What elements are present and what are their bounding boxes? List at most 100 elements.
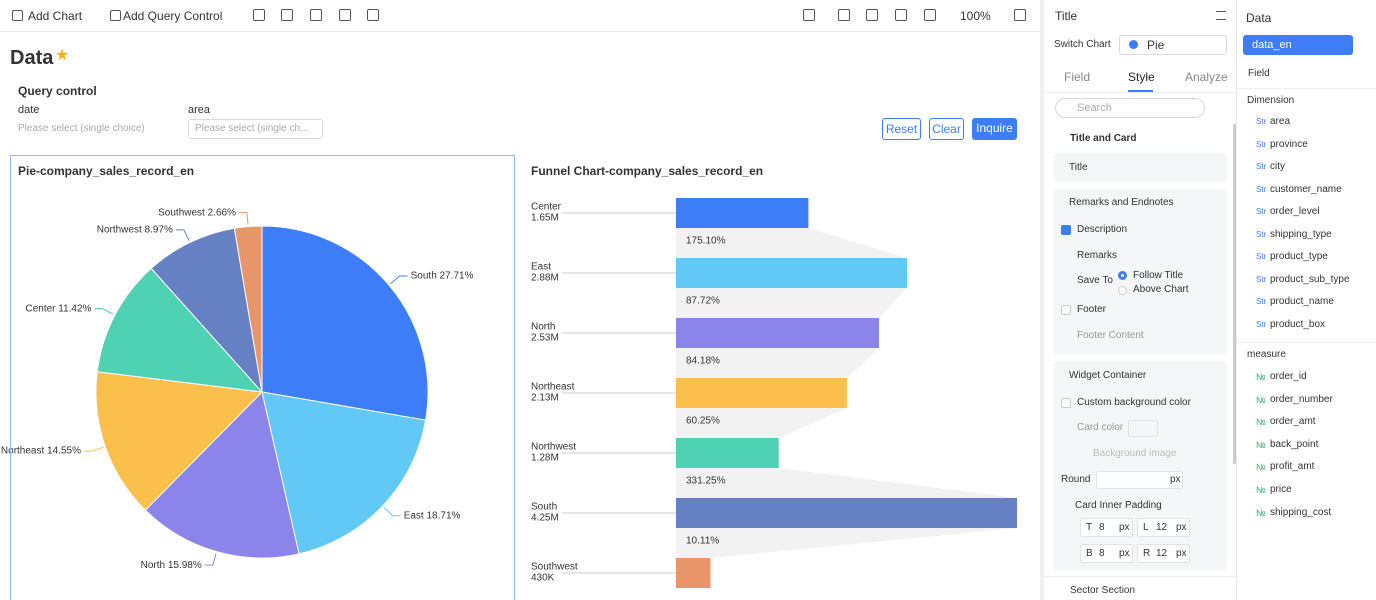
dimension-field[interactable]: product_box: [1270, 318, 1326, 330]
unit-label: px: [1170, 474, 1181, 485]
group-header[interactable]: Remarks and Endnotes: [1069, 197, 1174, 208]
toolbar-icon[interactable]: [339, 9, 351, 21]
funnel-connector: [676, 408, 847, 438]
round-input[interactable]: [1096, 471, 1183, 489]
measure-field[interactable]: price: [1270, 484, 1292, 495]
chart-type-select[interactable]: [1119, 35, 1227, 55]
checkbox[interactable]: [1061, 305, 1071, 315]
section-header[interactable]: Title and Card: [1070, 133, 1137, 144]
dimension-field[interactable]: area: [1270, 116, 1291, 127]
toolbar-icon[interactable]: [838, 9, 850, 21]
funnel-connector: [676, 348, 879, 378]
option-label: Remarks: [1077, 250, 1118, 261]
funnel-connector: [676, 288, 908, 318]
chart-title: Pie-company_sales_record_en: [18, 164, 195, 178]
label-leader: [238, 212, 249, 225]
panel-title: Title: [1055, 9, 1078, 23]
padding-input[interactable]: [1080, 544, 1133, 563]
option-label: Save To: [1077, 275, 1113, 286]
measure-field[interactable]: back_point: [1270, 438, 1319, 450]
group-header[interactable]: Title: [1069, 162, 1088, 173]
type-tag: №: [1256, 485, 1266, 495]
query-button[interactable]: Inquire: [972, 118, 1017, 140]
padding-input[interactable]: [1137, 544, 1190, 563]
dimension-field[interactable]: product_type: [1270, 251, 1328, 262]
funnel-value: 4.25M: [531, 513, 559, 524]
dimension-field[interactable]: order_level: [1270, 206, 1320, 217]
padding-value: 12: [1156, 522, 1168, 533]
measure-field[interactable]: shipping_cost: [1270, 506, 1332, 518]
dimension-field[interactable]: city: [1270, 161, 1285, 172]
funnel-value: 1.65M: [531, 213, 559, 224]
toolbar-icon[interactable]: [895, 9, 907, 21]
dataset-select[interactable]: [1243, 35, 1353, 55]
panel-tab[interactable]: Analyze: [1185, 70, 1228, 84]
group-box: [1054, 361, 1227, 570]
padding-side: R: [1143, 548, 1151, 559]
section-header[interactable]: Sector Section: [1070, 585, 1136, 596]
radio[interactable]: [1118, 286, 1127, 295]
funnel-bar: [676, 318, 879, 348]
label-leader: [175, 229, 190, 241]
toolbar-icon[interactable]: [803, 9, 815, 21]
funnel-connector: [676, 468, 1017, 498]
add-chart-button[interactable]: Add Chart: [28, 9, 83, 23]
query-field-label: area: [188, 104, 211, 116]
measure-field[interactable]: order_amt: [1270, 416, 1316, 428]
query-placeholder: Please select (single choice): [18, 123, 145, 134]
field-label: Field: [1248, 68, 1270, 79]
dimension-field[interactable]: product_name: [1270, 296, 1334, 307]
measure-field[interactable]: order_id: [1270, 371, 1307, 382]
funnel-category: South: [531, 502, 557, 513]
type-tag: №: [1256, 507, 1266, 518]
group-box: [1054, 189, 1227, 354]
dimension-field[interactable]: product_sub_type: [1270, 273, 1350, 285]
measure-field[interactable]: order_number: [1270, 393, 1333, 405]
checkbox[interactable]: [1061, 398, 1071, 408]
toolbar-icon[interactable]: [1014, 9, 1026, 21]
padding-value: 12: [1156, 548, 1168, 559]
padding-side: L: [1143, 522, 1149, 533]
dimension-field[interactable]: shipping_type: [1270, 228, 1332, 240]
toolbar-icon[interactable]: [367, 9, 379, 21]
option-label: Background image: [1093, 448, 1177, 459]
query-field-label: date: [18, 104, 40, 116]
group-header[interactable]: Widget Container: [1069, 370, 1147, 381]
panel-tab[interactable]: Field: [1064, 70, 1091, 84]
dimension-field[interactable]: customer_name: [1270, 183, 1342, 195]
padding-side: T: [1086, 522, 1093, 533]
checkbox[interactable]: [1061, 225, 1071, 235]
query-button[interactable]: Clear: [929, 118, 964, 140]
conversion-rate: 60.25%: [686, 416, 720, 427]
padding-side: B: [1086, 548, 1093, 559]
padding-input[interactable]: [1080, 518, 1133, 537]
pie-slice: [144, 391, 300, 559]
type-tag: Str: [1256, 184, 1267, 194]
type-tag: №: [1256, 394, 1266, 405]
toolbar-icon[interactable]: [866, 9, 878, 21]
radio[interactable]: [1118, 271, 1127, 280]
slice-label: East 18.71%: [404, 510, 461, 521]
zoom-level[interactable]: 100%: [960, 9, 991, 23]
dimension-field[interactable]: province: [1270, 138, 1308, 150]
measure-field[interactable]: profit_amt: [1270, 461, 1315, 473]
toolbar-icon[interactable]: [310, 9, 322, 21]
funnel-connector: [676, 228, 908, 258]
label-leader: [204, 553, 217, 566]
query-select[interactable]: [188, 119, 323, 139]
panel-tab[interactable]: Style: [1128, 70, 1155, 84]
add-query-control-button[interactable]: Add Query Control: [123, 9, 223, 23]
pie-card: [10, 155, 515, 600]
toolbar-icon[interactable]: [924, 9, 936, 21]
padding-input[interactable]: [1137, 518, 1190, 537]
search-box[interactable]: [1055, 98, 1205, 118]
type-tag: Str: [1256, 139, 1267, 149]
funnel-bar: [676, 438, 779, 468]
chart-type-icon: [1129, 40, 1138, 49]
pie-slice: [95, 371, 264, 511]
label-leader: [390, 275, 408, 285]
toolbar-icon[interactable]: [253, 9, 265, 21]
query-button[interactable]: Reset: [882, 118, 921, 140]
type-tag: Str: [1256, 297, 1267, 306]
toolbar-icon[interactable]: [281, 9, 293, 21]
